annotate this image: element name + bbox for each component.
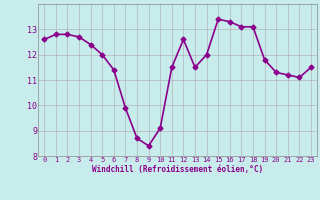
X-axis label: Windchill (Refroidissement éolien,°C): Windchill (Refroidissement éolien,°C) xyxy=(92,165,263,174)
